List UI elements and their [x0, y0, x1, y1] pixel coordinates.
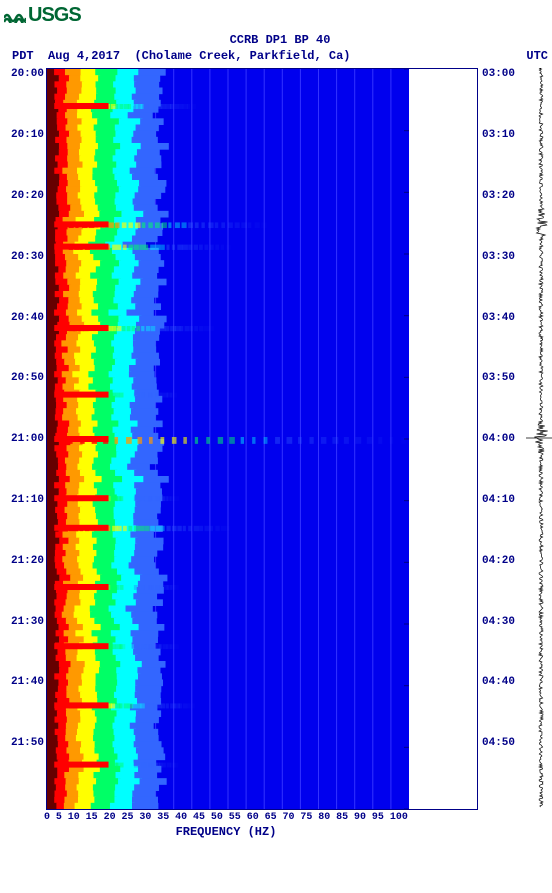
time-label: 03:10: [482, 129, 524, 141]
spectrogram: [46, 68, 478, 810]
time-label: 21:20: [6, 555, 44, 567]
time-label: 04:10: [482, 494, 524, 506]
time-label: 03:50: [482, 372, 524, 384]
x-axis-area: 0510152025303540455055606570758085909510…: [44, 810, 408, 839]
waveform-trace: [526, 68, 552, 808]
time-label: 04:20: [482, 555, 524, 567]
time-label: 20:20: [6, 190, 44, 202]
left-time-axis: 20:00 20:10 20:20 20:30 20:40 20:50 21:00 21:10…: [4, 68, 46, 810]
time-label: 20:30: [6, 251, 44, 263]
usgs-logo-text: USGS: [28, 4, 81, 27]
usgs-wave-icon: [4, 9, 26, 23]
x-axis-ticks: 0510152025303540455055606570758085909510…: [44, 810, 408, 823]
time-label: 04:30: [482, 616, 524, 628]
x-axis-label: FREQUENCY (HZ): [44, 825, 408, 839]
plot-area: 20:00 20:10 20:20 20:30 20:40 20:50 21:00 21:10…: [4, 68, 552, 810]
time-label: 03:00: [482, 68, 524, 80]
time-label: 03:20: [482, 190, 524, 202]
chart-location: (Cholame Creek, Parkfield, Ca): [134, 49, 350, 63]
time-label: 21:00: [6, 433, 44, 445]
right-tz: UTC: [526, 49, 548, 65]
chart-date: Aug 4,2017: [48, 49, 120, 63]
time-label: 04:40: [482, 676, 524, 688]
time-label: 20:40: [6, 312, 44, 324]
chart-title: CCRB DP1 BP 40: [4, 33, 552, 49]
time-label: 21:50: [6, 737, 44, 749]
time-label: 20:10: [6, 129, 44, 141]
time-label: 21:40: [6, 676, 44, 688]
time-label: 03:40: [482, 312, 524, 324]
left-tz: PDT: [12, 49, 34, 63]
time-label: 21:30: [6, 616, 44, 628]
right-time-axis: 03:00 03:10 03:20 03:30 03:40 03:50 04:00 04:10…: [478, 68, 526, 810]
time-label: 04:00: [482, 433, 524, 445]
time-label: 04:50: [482, 737, 524, 749]
time-label: 20:50: [6, 372, 44, 384]
usgs-logo: USGS: [4, 4, 552, 27]
chart-header: CCRB DP1 BP 40 PDT Aug 4,2017 (Cholame C…: [4, 33, 552, 64]
time-label: 20:00: [6, 68, 44, 80]
time-label: 21:10: [6, 494, 44, 506]
time-label: 03:30: [482, 251, 524, 263]
